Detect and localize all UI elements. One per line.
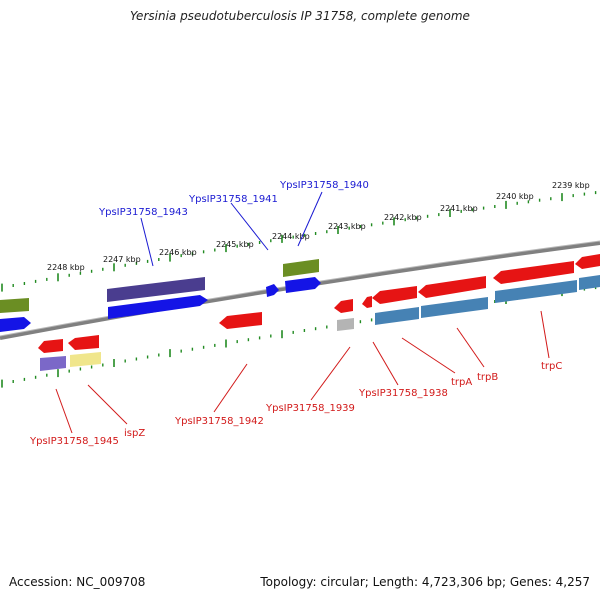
forward-label-leaders [140, 191, 323, 267]
reverse-cds-right[interactable] [575, 254, 600, 269]
reverse-label-leaders [55, 310, 550, 434]
reverse-cog-feature-right[interactable] [579, 275, 600, 290]
gene-label-1939: YpsIP31758_1939 [265, 403, 355, 414]
gene-label-trpB: trpB [477, 372, 498, 383]
gene-label-trpA: trpA [451, 377, 472, 388]
leader-1942 [213, 363, 248, 413]
forward-cds-left[interactable] [0, 317, 31, 332]
genome-summary: Topology: circular; Length: 4,723,306 bp… [260, 575, 590, 589]
reverse-cds-small[interactable] [362, 296, 372, 308]
reverse-cds-1942[interactable] [219, 312, 262, 329]
leader-1938 [372, 341, 399, 386]
genome-title: Yersinia pseudotuberculosis IP 31758, co… [130, 9, 470, 23]
leader-1939 [310, 346, 351, 401]
forward-cds-1941[interactable] [266, 284, 279, 297]
leader-1943 [140, 217, 154, 267]
scale-label-2245: 2245 kbp [216, 240, 254, 249]
gene-label-1942: YpsIP31758_1942 [174, 416, 264, 427]
leader-1940 [297, 191, 323, 247]
reverse-cds-1939[interactable] [334, 299, 353, 313]
gene-label-ispZ: ispZ [124, 428, 145, 439]
reverse-cds-1938[interactable] [372, 286, 417, 304]
reverse-cds-1945[interactable] [38, 339, 63, 353]
scale-label-2247: 2247 kbp [103, 255, 141, 264]
leader-1941 [230, 202, 269, 251]
reverse-cog-feature-ispZ[interactable] [70, 352, 101, 367]
forward-cds-1940[interactable] [285, 277, 321, 293]
forward-cds-1943[interactable] [108, 295, 208, 319]
scale-label-2243: 2243 kbp [328, 222, 366, 231]
forward-cog-feature-1940[interactable] [283, 259, 319, 277]
scale-label-2241: 2241 kbp [440, 204, 478, 213]
forward-gene-labels: YpsIP31758_1943 YpsIP31758_1941 YpsIP317… [98, 180, 369, 218]
scale-label-2244: 2244 kbp [272, 232, 310, 241]
leader-trpA [401, 337, 456, 374]
gene-label-1938: YpsIP31758_1938 [358, 388, 448, 399]
leader-1945 [55, 388, 73, 434]
leader-trpB [456, 327, 485, 368]
scale-label-2239: 2239 kbp [552, 181, 590, 190]
gene-label-1943: YpsIP31758_1943 [98, 207, 188, 218]
reverse-cds-ispZ[interactable] [68, 335, 99, 350]
reverse-cds-trpA[interactable] [418, 276, 486, 298]
gene-label-trpC: trpC [541, 361, 562, 372]
reverse-cog-feature-trpA[interactable] [421, 297, 488, 318]
leader-ispZ [87, 384, 128, 425]
scale-label-2246: 2246 kbp [159, 248, 197, 257]
forward-cog-feature-1943[interactable] [107, 277, 205, 302]
scale-labels: 2248 kbp 2247 kbp 2246 kbp 2245 kbp 2244… [47, 181, 590, 272]
scale-label-2240: 2240 kbp [496, 192, 534, 201]
gene-label-1945: YpsIP31758_1945 [29, 436, 119, 447]
accession-label: Accession: NC_009708 [9, 575, 146, 589]
forward-cog-feature-left[interactable] [0, 298, 29, 313]
leader-trpC [540, 310, 550, 359]
scale-label-2242: 2242 kbp [384, 213, 422, 222]
reverse-gene-labels: YpsIP31758_1945 ispZ YpsIP31758_1942 Yps… [29, 361, 562, 447]
scale-ticks-upper [1, 191, 597, 292]
reverse-cog-feature-1945[interactable] [40, 356, 66, 371]
reverse-cog-feature-1938[interactable] [375, 307, 419, 325]
reverse-cog-feature-1939[interactable] [337, 318, 354, 331]
scale-label-2248: 2248 kbp [47, 263, 85, 272]
reverse-cog-feature-trpC[interactable] [495, 280, 577, 303]
gene-label-1940: YpsIP31758_1940 [279, 180, 369, 191]
reverse-cds-trpC[interactable] [493, 261, 574, 284]
gene-label-1941: YpsIP31758_1941 [188, 194, 278, 205]
